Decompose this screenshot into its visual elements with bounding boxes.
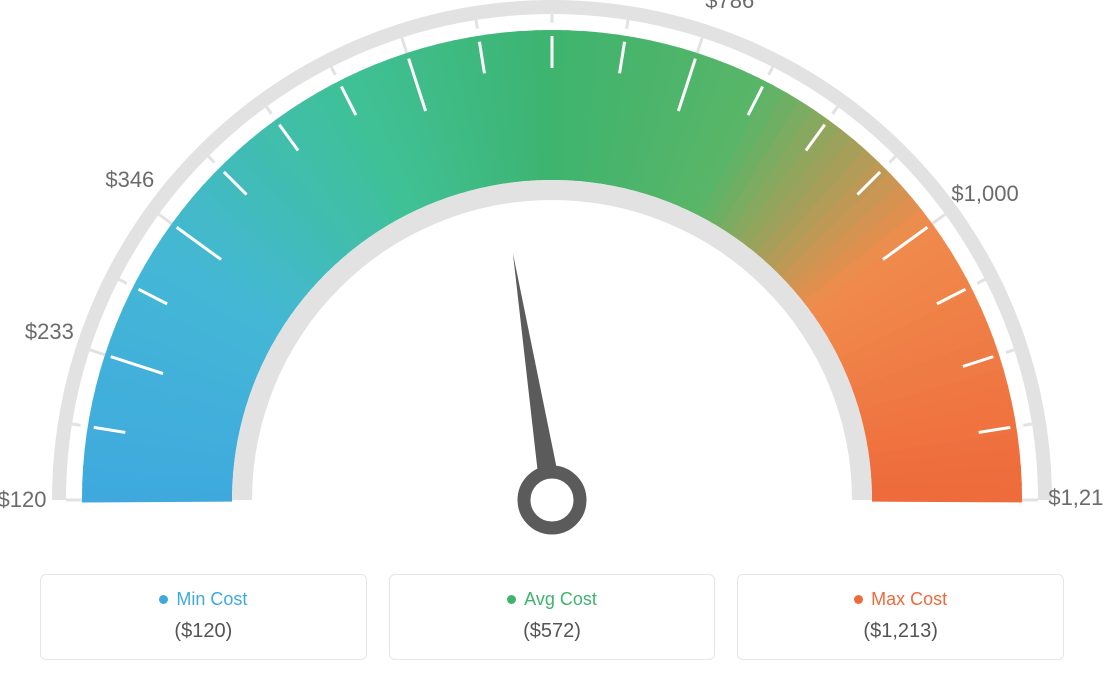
legend-dot-max	[854, 595, 863, 604]
legend-label-avg: Avg Cost	[524, 589, 597, 610]
gauge-tick-label: $1,000	[951, 181, 1018, 207]
legend-dot-avg	[507, 595, 516, 604]
gauge-tick-label: $786	[705, 0, 754, 14]
gauge-tick-label: $120	[0, 487, 46, 513]
legend-label-max: Max Cost	[871, 589, 947, 610]
gauge-tick-label: $572	[385, 0, 434, 3]
gauge-tick-label: $346	[105, 167, 154, 193]
legend-value-max: ($1,213)	[748, 620, 1053, 643]
legend-card-min: Min Cost ($120)	[40, 574, 367, 660]
gauge-tick-label: $1,213	[1048, 485, 1104, 511]
legend-value-avg: ($572)	[400, 620, 705, 643]
cost-gauge-container: $120 $233 $346 $572 $786 $1,000 $1,213 Min Cos…	[0, 0, 1104, 690]
legend-card-max: Max Cost ($1,213)	[737, 574, 1064, 660]
gauge-tick-label: $233	[25, 319, 74, 345]
legend-row: Min Cost ($120) Avg Cost ($572) Max Cost…	[40, 574, 1064, 660]
legend-value-min: ($120)	[51, 620, 356, 643]
legend-card-avg: Avg Cost ($572)	[389, 574, 716, 660]
gauge-chart: $120 $233 $346 $572 $786 $1,000 $1,213	[0, 0, 1104, 560]
legend-dot-min	[159, 595, 168, 604]
legend-label-min: Min Cost	[176, 589, 247, 610]
